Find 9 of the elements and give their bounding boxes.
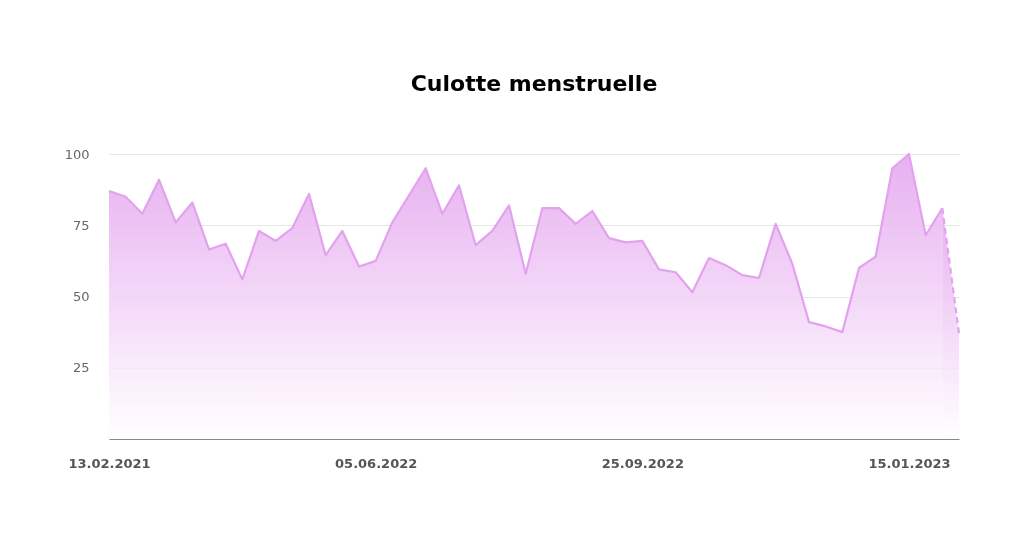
chart-title: Culotte menstruelle	[410, 71, 658, 96]
y-tick-label: 75	[72, 217, 90, 233]
x-tick-label: 05.06.2022	[335, 455, 418, 471]
x-tick-label: 15.01.2023	[868, 455, 951, 471]
x-tick-label: 13.02.2021	[68, 455, 151, 471]
x-tick-label: 25.09.2022	[601, 455, 684, 471]
y-tick-label: 100	[64, 146, 90, 162]
y-tick-label: 50	[72, 289, 90, 304]
y-tick-label: 25	[72, 360, 90, 376]
